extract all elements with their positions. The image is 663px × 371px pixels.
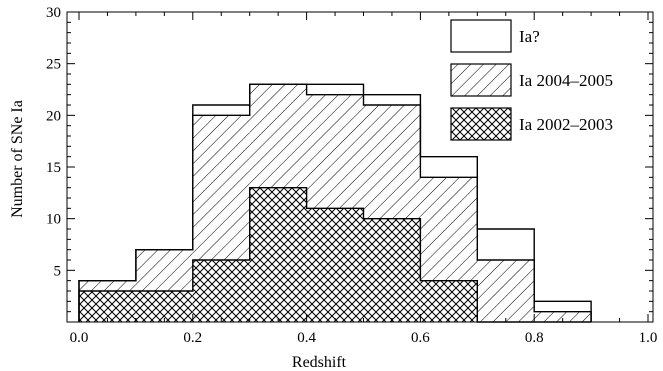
x-tick-label: 0.8: [525, 330, 544, 346]
histogram-bar-series-2-bin-1: [135, 291, 193, 322]
y-axis-label: Number of SNe Ia: [9, 100, 26, 218]
legend-label-1: Ia 2004–2005: [519, 71, 613, 90]
histogram-bar-series-1-bin-7: [477, 260, 535, 322]
legend-swatch-2: [450, 107, 512, 141]
histogram-bar-series-2-bin-0: [79, 291, 136, 322]
y-tick-label: 15: [46, 160, 61, 176]
x-tick-label: 0.6: [411, 330, 430, 346]
x-tick-label: 0.4: [297, 330, 316, 346]
x-axis-label: Redshift: [292, 354, 347, 371]
series-outline-2: [78, 186, 592, 323]
series-outline-1: [78, 83, 592, 322]
legend-swatch-0: [450, 19, 512, 53]
y-tick-label: 20: [46, 108, 61, 124]
x-tick-label: 1.0: [639, 330, 658, 346]
histogram-bar-series-2-bin-5: [363, 218, 421, 322]
legend-label-0: Ia?: [519, 27, 540, 46]
ticks-layer: 0.0 0.2 0.4 0.6 0.8 1.0 5 10 15 20 25 30: [46, 5, 657, 346]
histogram-bar-series-2-bin-4: [306, 208, 364, 322]
y-tick-label: 25: [46, 57, 61, 73]
histogram-bar-series-2-bin-6: [420, 280, 478, 322]
y-tick-label: 5: [54, 263, 62, 279]
x-tick-label: 0.2: [183, 330, 202, 346]
legend: Ia? Ia 2004–2005 Ia 2002–2003: [450, 19, 613, 141]
histogram-bar-series-2-bin-3: [249, 187, 307, 322]
histogram-bar-series-1-bin-8: [534, 311, 592, 322]
bars-layer: [78, 83, 592, 323]
y-tick-label: 30: [46, 5, 61, 21]
histogram-bar-series-2-bin-2: [192, 260, 250, 322]
x-tick-label: 0.0: [70, 330, 89, 346]
legend-swatch-1: [450, 63, 512, 97]
legend-label-2: Ia 2002–2003: [519, 115, 613, 134]
y-tick-label: 10: [46, 212, 61, 228]
